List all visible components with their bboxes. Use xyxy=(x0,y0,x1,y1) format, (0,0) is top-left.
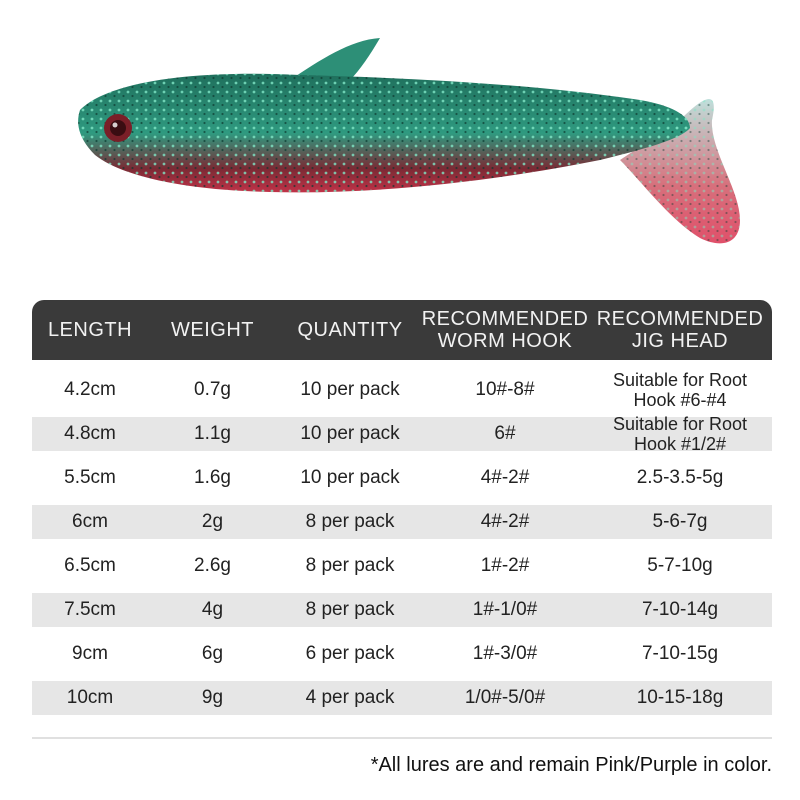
table-cell: 10 per pack xyxy=(300,423,400,444)
table-cell: 5-7-10g xyxy=(647,555,713,576)
table-cell: 0.7g xyxy=(194,379,231,400)
table-cell: 1#-3/0# xyxy=(472,643,538,664)
table-cell: 7-10-15g xyxy=(641,643,719,664)
header-cell: RECOMMENDED JIG HEAD xyxy=(596,308,764,352)
table-cell: 7-10-14g xyxy=(641,599,719,620)
table-cell: 8 per pack xyxy=(305,511,395,532)
table-cell: 2.6g xyxy=(194,555,231,576)
table-cell: 5-6-7g xyxy=(652,511,708,532)
table-cell: 6cm xyxy=(72,511,108,532)
table-cell: 10-15-18g xyxy=(636,687,724,708)
table-cell: 7.5cm xyxy=(64,599,116,620)
table-cell: 2g xyxy=(201,511,224,532)
table-cell: 8 per pack xyxy=(305,599,395,620)
table-cell: 4#-2# xyxy=(480,511,530,532)
table-cell: Suitable for Root Hook #1/2# xyxy=(612,414,748,454)
header-cell: QUANTITY xyxy=(297,319,403,341)
table-cell: 6# xyxy=(494,423,516,444)
table-cell: 1/0#-5/0# xyxy=(464,687,546,708)
footer-note: *All lures are and remain Pink/Purple in… xyxy=(370,754,772,776)
table-cell: 10 per pack xyxy=(300,467,400,488)
table-cell: 9cm xyxy=(72,643,108,664)
table-cell: 10 per pack xyxy=(300,379,400,400)
table-cell: 6g xyxy=(201,643,224,664)
row-stripe xyxy=(32,681,772,715)
table-cell: 10#-8# xyxy=(475,379,535,400)
table-cell: 1.1g xyxy=(194,423,231,444)
divider xyxy=(32,737,772,739)
row-stripe xyxy=(32,505,772,539)
table-header-bar xyxy=(32,300,772,360)
header-cell: LENGTH xyxy=(47,319,133,341)
table-cell: 4g xyxy=(201,599,224,620)
row-stripe xyxy=(32,417,772,451)
table-cell: Suitable for Root Hook #6-#4 xyxy=(612,370,748,410)
lure-image xyxy=(78,38,740,244)
table-cell: 1#-2# xyxy=(480,555,530,576)
table-cell: 4.2cm xyxy=(64,379,116,400)
table-cell: 9g xyxy=(201,687,224,708)
table-cell: 4#-2# xyxy=(480,467,530,488)
table-cell: 6 per pack xyxy=(305,643,395,664)
table-cell: 1.6g xyxy=(194,467,231,488)
table-cell: 4.8cm xyxy=(64,423,116,444)
header-cell: WEIGHT xyxy=(171,319,254,341)
table-cell: 1#-1/0# xyxy=(472,599,538,620)
table-cell: 6.5cm xyxy=(64,555,116,576)
table-cell: 8 per pack xyxy=(305,555,395,576)
header-cell: RECOMMENDED WORM HOOK xyxy=(421,308,589,352)
row-stripe xyxy=(32,593,772,627)
table-cell: 4 per pack xyxy=(305,687,395,708)
table-cell: 10cm xyxy=(66,687,114,708)
table-cell: 2.5-3.5-5g xyxy=(636,467,724,488)
table-cell: 5.5cm xyxy=(64,467,116,488)
